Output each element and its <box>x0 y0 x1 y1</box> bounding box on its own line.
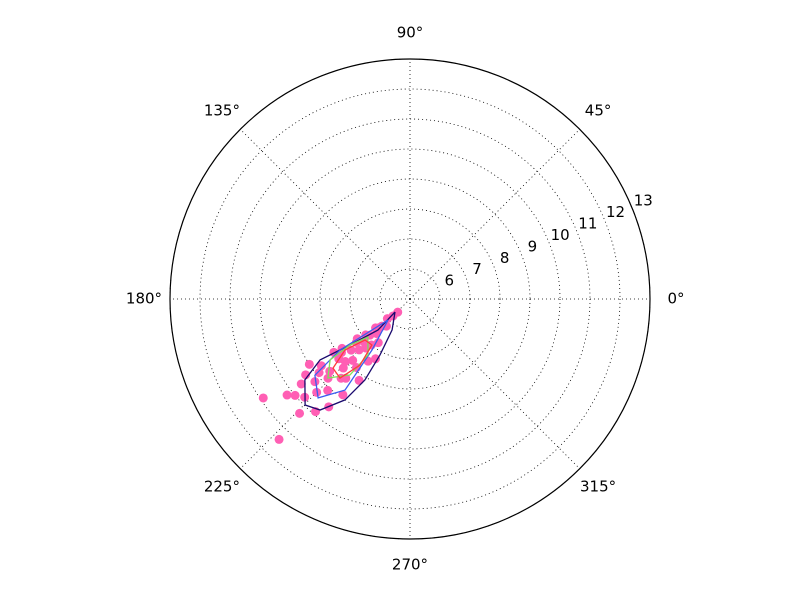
scatter-point <box>316 361 326 371</box>
r-tick-label: 12 <box>606 203 625 221</box>
theta-tick-label: 180° <box>126 290 162 308</box>
contour-line <box>314 319 389 399</box>
grid-ring <box>319 208 501 390</box>
grid-ring <box>259 148 561 450</box>
theta-tick-label: 135° <box>204 101 240 119</box>
scatter-point <box>274 434 284 444</box>
r-tick-label: 13 <box>634 191 653 209</box>
scatter-point <box>282 390 292 400</box>
contour-line <box>327 336 369 379</box>
scatter-point <box>296 379 306 389</box>
grid-spoke <box>409 129 580 300</box>
r-tick-label: 8 <box>500 249 510 267</box>
r-tick-label: 7 <box>472 260 482 278</box>
theta-tick-label: 315° <box>580 478 616 496</box>
theta-tick-label: 90° <box>397 24 424 42</box>
scatter-point <box>310 377 320 387</box>
grid-spoke <box>240 129 411 300</box>
theta-tick-label: 45° <box>585 101 612 119</box>
theta-tick-label: 270° <box>392 556 428 574</box>
scatter-point <box>393 307 403 317</box>
scatter-point <box>354 345 364 355</box>
scatter-point <box>323 385 333 395</box>
scatter-point <box>290 390 300 400</box>
grid-ring <box>379 268 441 330</box>
scatter-point <box>295 408 305 418</box>
theta-tick-label: 0° <box>667 290 684 308</box>
scatter-point <box>325 366 335 376</box>
scatter-point <box>314 368 324 378</box>
scatter-point <box>338 390 348 400</box>
r-tick-label: 10 <box>551 226 570 244</box>
grid-ring <box>199 88 621 510</box>
r-tick-label: 11 <box>578 214 597 232</box>
r-tick-label: 6 <box>444 272 454 290</box>
scatter-point <box>301 370 311 380</box>
scatter-point <box>348 355 358 365</box>
scatter-point <box>304 359 314 369</box>
polar-frame <box>169 58 651 540</box>
scatter-point <box>373 338 383 348</box>
scatter-point <box>354 375 364 385</box>
r-tick-label: 9 <box>528 237 538 255</box>
contour-line <box>332 339 373 379</box>
scatter-point <box>340 357 350 367</box>
scatter-point <box>371 354 380 364</box>
scatter-point <box>258 393 268 403</box>
theta-tick-label: 225° <box>204 478 240 496</box>
grid-spoke <box>409 298 580 469</box>
